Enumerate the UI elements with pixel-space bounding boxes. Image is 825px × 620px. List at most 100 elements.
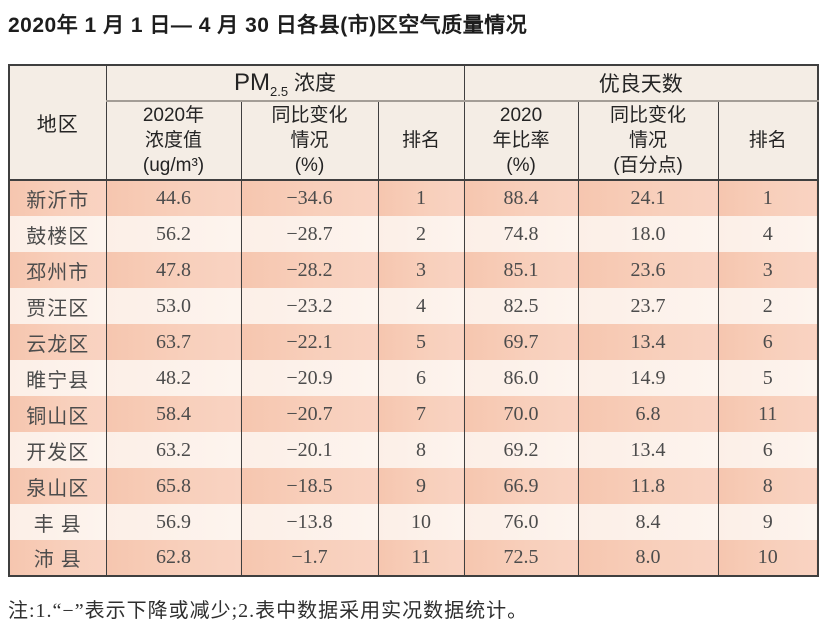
gd-ratio-cell: 85.1 <box>463 252 579 288</box>
gd-change-cell: 23.6 <box>577 252 719 288</box>
region-cell: 贾汪区 <box>8 288 107 324</box>
gd-rank-cell: 8 <box>717 468 819 504</box>
table-header: 地区 PM2.5 浓度 优良天数 2020年 浓度值 (ug/m³) 同比变化 … <box>8 65 819 181</box>
gd-rank-cell: 4 <box>717 216 819 252</box>
pm-value-cell: 53.0 <box>105 288 242 324</box>
col-group-good-days: 优良天数 <box>463 65 819 102</box>
pm-change-cell: −22.1 <box>240 324 379 360</box>
gd-rank-cell: 11 <box>717 396 819 432</box>
table-row: 鼓楼区 56.2 −28.7 2 74.8 18.0 4 <box>8 216 819 252</box>
gd-change-cell: 13.4 <box>577 324 719 360</box>
pm-rank-cell: 4 <box>377 288 465 324</box>
pm-rank-cell: 1 <box>377 180 465 216</box>
pm-change-cell: −20.1 <box>240 432 379 468</box>
header-group-row: 地区 PM2.5 浓度 优良天数 <box>8 65 819 181</box>
region-cell: 开发区 <box>8 432 107 468</box>
gd-rank-cell: 6 <box>717 432 819 468</box>
gd-change-cell: 13.4 <box>577 432 719 468</box>
pm-rank-cell: 9 <box>377 468 465 504</box>
gd-ratio-cell: 82.5 <box>463 288 579 324</box>
gd-rank-cell: 3 <box>717 252 819 288</box>
page-title: 2020年 1 月 1 日— 4 月 30 日各县(市)区空气质量情况 <box>8 14 528 37</box>
gd-ratio-cell: 76.0 <box>463 504 579 540</box>
region-cell: 泉山区 <box>8 468 107 504</box>
table-row: 新沂市 44.6 −34.6 1 88.4 24.1 1 <box>8 180 819 216</box>
gd-change-cell: 23.7 <box>577 288 719 324</box>
pm-value-cell: 47.8 <box>105 252 242 288</box>
pm-value-cell: 62.8 <box>105 540 242 576</box>
pm-rank-cell: 11 <box>377 540 465 576</box>
table-row: 云龙区 63.7 −22.1 5 69.7 13.4 6 <box>8 324 819 360</box>
pm-value-cell: 56.2 <box>105 216 242 252</box>
pm-value-cell: 63.7 <box>105 324 242 360</box>
gd-change-cell: 18.0 <box>577 216 719 252</box>
gd-change-cell: 14.9 <box>577 360 719 396</box>
gd-rank-cell: 9 <box>717 504 819 540</box>
col-header-pm-value: 2020年 浓度值 (ug/m³) <box>105 101 242 181</box>
gd-change-cell: 6.8 <box>577 396 719 432</box>
pm-rank-cell: 6 <box>377 360 465 396</box>
col-header-pm-change: 同比变化 情况 (%) <box>240 101 379 181</box>
table-row: 贾汪区 53.0 −23.2 4 82.5 23.7 2 <box>8 288 819 324</box>
gd-rank-cell: 6 <box>717 324 819 360</box>
gd-ratio-cell: 66.9 <box>463 468 579 504</box>
region-cell: 铜山区 <box>8 396 107 432</box>
region-cell: 新沂市 <box>8 180 107 216</box>
col-group-pm25: PM2.5 浓度 <box>105 65 465 102</box>
pm-change-cell: −1.7 <box>240 540 379 576</box>
pm-change-cell: −18.5 <box>240 468 379 504</box>
gd-ratio-cell: 72.5 <box>463 540 579 576</box>
pm-change-cell: −28.7 <box>240 216 379 252</box>
gd-change-cell: 8.4 <box>577 504 719 540</box>
region-cell: 睢宁县 <box>8 360 107 396</box>
table-row: 邳州市 47.8 −28.2 3 85.1 23.6 3 <box>8 252 819 288</box>
table-row: 丰 县 56.9 −13.8 10 76.0 8.4 9 <box>8 504 819 540</box>
pm-rank-cell: 2 <box>377 216 465 252</box>
gd-rank-cell: 10 <box>717 540 819 576</box>
pm-value-cell: 48.2 <box>105 360 242 396</box>
region-cell: 丰 县 <box>8 504 107 540</box>
pm-value-cell: 63.2 <box>105 432 242 468</box>
col-header-gd-rank: 排名 <box>717 101 819 181</box>
pm-change-cell: −23.2 <box>240 288 379 324</box>
pm-rank-cell: 3 <box>377 252 465 288</box>
header-sub-row: 2020年 浓度值 (ug/m³) 同比变化 情况 (%) 排名 2020 年比… <box>9 101 819 181</box>
pm-change-cell: −28.2 <box>240 252 379 288</box>
region-cell: 鼓楼区 <box>8 216 107 252</box>
col-header-pm-rank: 排名 <box>377 101 465 181</box>
pm-value-cell: 65.8 <box>105 468 242 504</box>
pm-rank-cell: 5 <box>377 324 465 360</box>
gd-change-cell: 24.1 <box>577 180 719 216</box>
gd-rank-cell: 2 <box>717 288 819 324</box>
gd-ratio-cell: 86.0 <box>463 360 579 396</box>
gd-change-cell: 8.0 <box>577 540 719 576</box>
gd-ratio-cell: 69.2 <box>463 432 579 468</box>
gd-ratio-cell: 74.8 <box>463 216 579 252</box>
air-quality-table: 地区 PM2.5 浓度 优良天数 2020年 浓度值 (ug/m³) 同比变化 … <box>8 64 820 577</box>
pm-change-cell: −34.6 <box>240 180 379 216</box>
pm-rank-cell: 10 <box>377 504 465 540</box>
pm-change-cell: −13.8 <box>240 504 379 540</box>
col-header-gd-ratio: 2020 年比率 (%) <box>463 101 579 181</box>
col-header-region: 地区 <box>8 65 107 181</box>
pm25-label: PM2.5 <box>234 69 289 99</box>
gd-rank-cell: 1 <box>717 180 819 216</box>
pm-change-cell: −20.7 <box>240 396 379 432</box>
table-row: 沛 县 62.8 −1.7 11 72.5 8.0 10 <box>8 540 819 576</box>
gd-ratio-cell: 88.4 <box>463 180 579 216</box>
table-row: 睢宁县 48.2 −20.9 6 86.0 14.9 5 <box>8 360 819 396</box>
pm-change-cell: −20.9 <box>240 360 379 396</box>
pm-value-cell: 44.6 <box>105 180 242 216</box>
pm-value-cell: 58.4 <box>105 396 242 432</box>
region-cell: 沛 县 <box>8 540 107 576</box>
gd-change-cell: 11.8 <box>577 468 719 504</box>
table-row: 开发区 63.2 −20.1 8 69.2 13.4 6 <box>8 432 819 468</box>
gd-ratio-cell: 69.7 <box>463 324 579 360</box>
region-cell: 云龙区 <box>8 324 107 360</box>
pm-value-cell: 56.9 <box>105 504 242 540</box>
table-body: 新沂市 44.6 −34.6 1 88.4 24.1 1 鼓楼区 56.2 −28.7 2 74.8 1… <box>8 180 819 576</box>
table-row: 铜山区 58.4 −20.7 7 70.0 6.8 11 <box>8 396 819 432</box>
gd-ratio-cell: 70.0 <box>463 396 579 432</box>
pm-rank-cell: 8 <box>377 432 465 468</box>
region-cell: 邳州市 <box>8 252 107 288</box>
